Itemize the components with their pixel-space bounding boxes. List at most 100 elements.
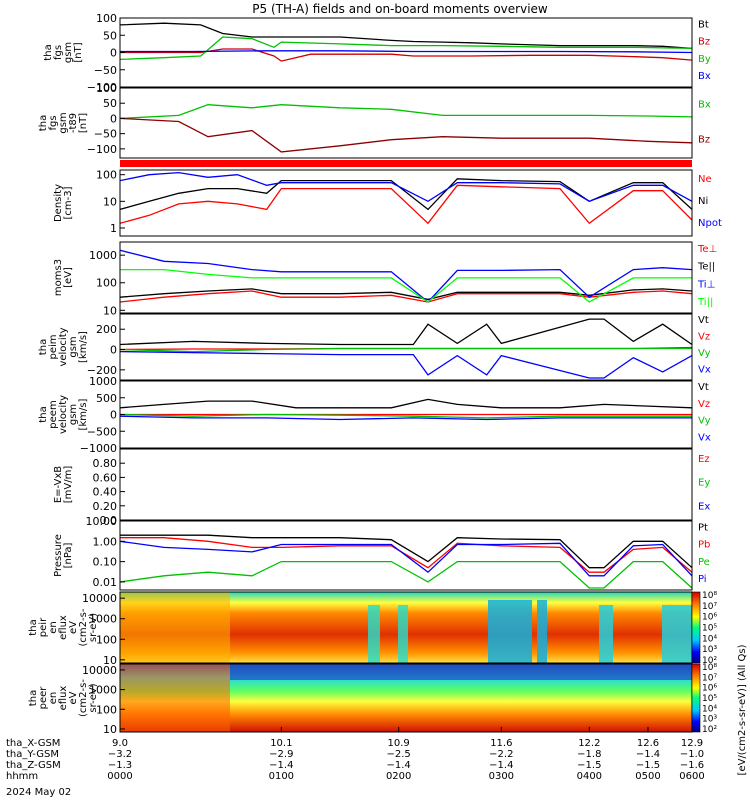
y-axis-label: gsm: [63, 42, 74, 63]
y-tick-label: 10: [103, 723, 117, 736]
y-tick-label: 0.10: [93, 556, 118, 569]
x-row-label: hhmm: [6, 771, 38, 782]
legend-entry: Vy: [698, 416, 711, 427]
y-tick-label: 100: [96, 82, 117, 95]
series-line-vx: [119, 415, 692, 421]
y-tick-label: 0: [110, 344, 117, 357]
legend-entry: Bx: [698, 99, 711, 110]
x-row-value: 0300: [489, 771, 514, 782]
legend-entry: Ti||: [697, 297, 713, 308]
panel-background: [120, 18, 692, 87]
x-row-value: −1.4: [387, 760, 411, 771]
colorbar-tick-label: 10⁶: [702, 613, 717, 623]
y-tick-label: 0.01: [93, 576, 118, 589]
peir-spectrogram-gap-4: [537, 600, 547, 663]
colorbar-tick-label: 10⁷: [702, 673, 717, 683]
y-tick-label: 1.00: [93, 535, 118, 548]
x-row-value: 12.9: [681, 738, 703, 749]
legend-entry: Ey: [698, 478, 710, 489]
y-axis-label: gsm: [68, 404, 79, 425]
x-row-value: 0600: [679, 771, 704, 782]
x-row-value: 0200: [386, 771, 411, 782]
y-tick-label: 0.80: [93, 457, 118, 470]
y-axis-label: [nT]: [73, 42, 84, 62]
panel-5: 200 0 −200 tha peim velocity gsm [km/s] Vt Vz Vy Vx: [38, 313, 711, 381]
y-tick-label: −200: [87, 364, 117, 377]
y-axis-label: Density: [53, 184, 64, 222]
x-row-value: 10.9: [388, 738, 410, 749]
legend-entry: Bz: [698, 134, 710, 145]
legend-entry: Vy: [698, 348, 711, 359]
colorbar-tick-label: 10⁸: [702, 663, 717, 673]
y-axis-label: tha: [38, 339, 49, 355]
series-line-vx: [119, 350, 693, 379]
colorbar-tick-label: 10³: [702, 645, 717, 655]
panel-frame: [119, 448, 693, 521]
y-axis-label: eflux: [58, 615, 69, 640]
x-row-value: −1.5: [577, 760, 601, 771]
y-axis-label: peer: [38, 686, 49, 710]
series-line-bx: [119, 104, 693, 120]
legend-entry: Pe: [698, 557, 710, 568]
quality-flag-bar: [120, 160, 692, 167]
legend-entry: Ne: [698, 174, 712, 185]
panel-background: [120, 242, 692, 313]
legend-entry: Bz: [698, 37, 710, 48]
y-tick-label: 0.60: [93, 471, 118, 484]
series-line-ti: [120, 268, 692, 303]
colorbar-tick-label: 10⁷: [702, 602, 717, 612]
series-line-bx: [120, 50, 693, 54]
panel-frame: [119, 169, 693, 237]
y-axis-label: gsm: [68, 336, 79, 357]
legend-entry: Vx: [698, 365, 711, 376]
x-row-value: 9.0: [112, 738, 128, 749]
y-axis-label: velocity: [58, 327, 69, 366]
x-row-value: −1.4: [636, 749, 660, 760]
x-row-value: −2.2: [489, 749, 513, 760]
colorbar-lower: [691, 663, 701, 733]
y-tick-label: 0: [110, 409, 117, 422]
peir-spectrogram-left-burst: [120, 592, 230, 663]
colorbar-tick-label: 10⁵: [702, 624, 717, 634]
panel-3: 100 10 1 Density [cm-3] Ne Ni Npot: [53, 169, 722, 237]
x-row-value: −3.2: [108, 749, 132, 760]
series-line-vt: [119, 318, 693, 346]
y-tick-label: −1000: [80, 442, 117, 455]
panel-4: 1000 100 10 moms3 [eV] Te⊥ Te|| Ti⊥ Ti||: [53, 241, 717, 317]
series-line-ne: [119, 184, 693, 225]
x-row-value: 10.1: [270, 738, 292, 749]
series-line-pi: [119, 540, 693, 577]
y-axis-label: [nPa]: [63, 542, 74, 568]
series-line-npot: [119, 171, 693, 203]
panel-7: 0.800.60 0.400.200.0 E=-VxB [mV/m] Ez Ey Ex: [53, 448, 710, 527]
y-axis-label: (cm2-s-: [78, 608, 89, 646]
x-row-value: −1.6: [680, 760, 704, 771]
y-tick-label: 10: [103, 654, 117, 667]
y-axis-label: eflux: [58, 686, 69, 711]
colorbar-tick-label: 10³: [702, 715, 717, 725]
y-tick-label: 100: [96, 703, 117, 716]
x-row-value: 0100: [269, 771, 294, 782]
x-row-label: tha_X-GSM: [6, 738, 60, 749]
y-axis-label: moms3: [53, 259, 64, 296]
panel-2: 100 50 0 −50 −100 tha fgs gsm -t89 [nT] Bx Bz: [38, 82, 711, 159]
legend-entry: By: [698, 54, 711, 65]
y-axis-label: [eV]: [63, 267, 74, 288]
legend-entry: Vx: [698, 432, 711, 443]
x-row-value: −2.5: [387, 749, 411, 760]
x-row-label: tha_Z-GSM: [6, 760, 61, 771]
y-tick-label: −100: [87, 81, 117, 94]
y-tick-label: 0.20: [93, 500, 118, 513]
legend-entry: Ti⊥: [697, 279, 715, 290]
y-tick-label: 1000: [89, 684, 117, 697]
figure-title: P5 (TH-A) fields and on-board moments ov…: [252, 2, 548, 16]
panel-10: 10000 1000 100 10 tha peer en eflux eV (cm2-s-sr-…: [28, 663, 693, 736]
x-row-value: −1.8: [577, 749, 601, 760]
legend-entry: Vz: [698, 332, 710, 343]
date-label: 2024 May 02: [6, 787, 71, 798]
y-tick-label: 200: [96, 323, 117, 336]
x-row-label: tha_Y-GSM: [6, 749, 59, 760]
y-tick-label: 100: [96, 633, 117, 646]
y-tick-label: 1000: [89, 249, 117, 262]
y-axis-label: [mV/m]: [63, 466, 74, 504]
